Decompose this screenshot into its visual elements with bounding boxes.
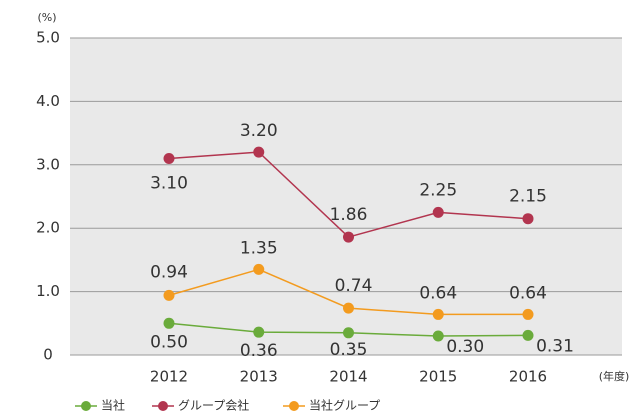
data-point <box>253 263 265 275</box>
x-tick-label: 2013 <box>240 368 278 386</box>
data-point <box>432 206 444 218</box>
data-point <box>522 329 534 341</box>
data-point <box>163 317 175 329</box>
data-label: 3.20 <box>240 121 278 141</box>
y-tick-label: 1.0 <box>36 282 60 300</box>
data-label: 3.10 <box>150 173 188 193</box>
legend-label: 当社グループ <box>309 398 380 413</box>
y-tick-label: 0 <box>43 346 53 364</box>
data-point <box>522 308 534 320</box>
y-tick-label: 5.0 <box>36 29 60 47</box>
x-tick-label: 2014 <box>329 368 367 386</box>
data-point <box>343 302 354 314</box>
data-label: 0.64 <box>509 283 547 303</box>
y-tick-label: 2.0 <box>36 219 60 237</box>
legend-label: グループ会社 <box>178 398 249 413</box>
legend-marker <box>158 401 168 411</box>
data-point <box>253 326 265 338</box>
y-tick-label: 3.0 <box>36 155 60 173</box>
data-point <box>163 289 175 301</box>
y-unit: (%) <box>37 11 56 24</box>
legend-label: 当社 <box>101 398 125 413</box>
data-point <box>343 231 354 243</box>
data-label: 0.64 <box>419 283 457 303</box>
legend-marker <box>289 401 299 411</box>
data-point <box>253 146 265 158</box>
x-tick-label: 2015 <box>419 368 457 386</box>
x-tick-label: 2012 <box>150 368 188 386</box>
data-label: 0.30 <box>446 337 484 357</box>
data-label: 1.35 <box>240 238 278 258</box>
data-label: 0.31 <box>536 336 574 356</box>
data-point <box>343 327 354 339</box>
data-label: 0.36 <box>240 341 278 361</box>
data-point <box>163 152 175 164</box>
x-unit: (年度) <box>599 369 630 383</box>
data-label: 1.86 <box>330 205 368 225</box>
plot-area <box>70 38 622 355</box>
x-tick-label: 2016 <box>509 368 547 386</box>
data-label: 2.25 <box>419 180 457 200</box>
data-label: 0.50 <box>150 332 188 352</box>
data-point <box>522 213 534 225</box>
data-point <box>432 330 444 342</box>
data-label: 0.94 <box>150 262 188 282</box>
legend-marker <box>81 401 91 411</box>
data-label: 2.15 <box>509 187 547 207</box>
y-tick-label: 4.0 <box>36 92 60 110</box>
data-label: 0.35 <box>330 340 368 360</box>
data-point <box>432 308 444 320</box>
data-label: 0.74 <box>335 276 373 296</box>
